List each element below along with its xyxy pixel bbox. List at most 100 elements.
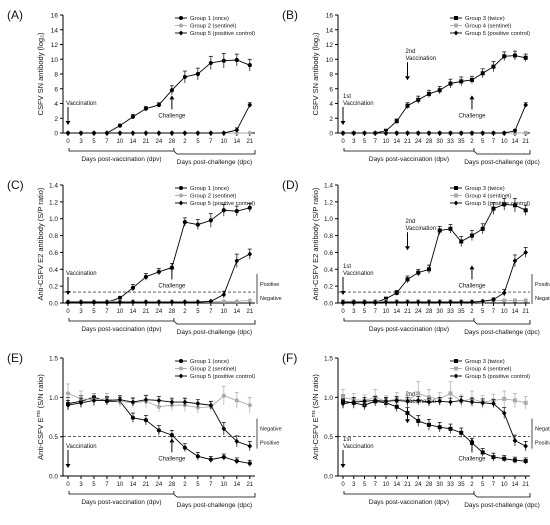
- legend-marker: [178, 30, 184, 36]
- data-point: [523, 102, 529, 108]
- x-tick-label: 30: [436, 482, 443, 488]
- data-point: [437, 88, 442, 93]
- data-point: [512, 398, 517, 403]
- data-point: [426, 395, 431, 400]
- x-tick-label: 35: [458, 139, 465, 145]
- data-point: [415, 397, 421, 404]
- x-tick-label: 3: [352, 309, 356, 315]
- data-point: [512, 128, 518, 134]
- dpv-bracket: [343, 491, 475, 495]
- challenge-arrow-head: [169, 95, 175, 100]
- data-point: [143, 274, 149, 279]
- y-tick-label: 1.0: [324, 216, 333, 223]
- data-point: [234, 299, 239, 304]
- data-point: [459, 239, 464, 244]
- x-tick-label: 5: [481, 482, 485, 488]
- y-tick-label: 1.4: [324, 183, 333, 190]
- dpv-section-label: Days post-vaccination (dpv): [81, 156, 161, 163]
- data-point: [143, 106, 149, 111]
- legend: Group 3 (twice) Group 4 (sentinel)Group 5…: [450, 359, 530, 380]
- panel-label: (C): [7, 178, 24, 192]
- data-point: [341, 395, 345, 400]
- legend-marker: [179, 23, 183, 28]
- dpc-section-label: Days post-challenge (dpc): [177, 502, 253, 509]
- data-point: [383, 296, 388, 301]
- y-tick-label: 0.4: [324, 267, 333, 274]
- x-tick-label: 7: [374, 139, 378, 145]
- data-point: [65, 130, 71, 136]
- legend-marker: [454, 23, 458, 28]
- data-point: [523, 55, 528, 60]
- data-point: [416, 270, 421, 275]
- series-line: [343, 203, 526, 303]
- data-point: [208, 457, 213, 462]
- data-point: [405, 411, 410, 416]
- data-point: [480, 130, 486, 136]
- challenge-label: Challenge: [458, 456, 486, 462]
- data-point: [448, 226, 453, 231]
- y-axis-label: Anti-CSFV E2 antibody (S/P ratio): [311, 187, 320, 300]
- data-point: [247, 205, 252, 210]
- data-point: [117, 123, 123, 128]
- x-tick-label: 5: [363, 139, 367, 145]
- data-point: [405, 398, 410, 404]
- x-tick-label: 0: [341, 139, 345, 145]
- data-point: [491, 401, 496, 407]
- data-point: [156, 428, 162, 433]
- x-tick-label: 3: [79, 482, 83, 488]
- data-point: [182, 130, 188, 136]
- data-point: [405, 130, 410, 136]
- data-point: [448, 81, 453, 86]
- data-point: [182, 219, 187, 225]
- data-point: [480, 226, 485, 231]
- vaccination-arrow-head: [340, 121, 346, 126]
- dpv-bracket: [68, 491, 175, 495]
- series-3: [65, 102, 253, 136]
- legend-label: Group 1 (once): [190, 186, 229, 192]
- data-point: [480, 71, 485, 76]
- data-point: [512, 203, 517, 208]
- dpc-section-label: Days post-challenge (dpc): [464, 159, 540, 166]
- legend-label: Group 2 (sentinel): [190, 194, 236, 200]
- x-tick-label: 30: [436, 139, 443, 145]
- vaccination-label: Vaccination: [405, 56, 436, 62]
- x-tick-label: 10: [383, 309, 390, 315]
- dpc-bracket: [473, 320, 531, 325]
- data-point: [351, 130, 357, 136]
- legend-marker: [453, 30, 459, 36]
- data-point: [117, 295, 123, 301]
- y-tick-label: 6: [329, 86, 333, 93]
- data-point: [195, 454, 200, 459]
- data-point: [156, 404, 162, 409]
- y-tick-label: 12: [51, 42, 59, 49]
- data-point: [234, 209, 239, 214]
- x-tick-label: 5: [196, 139, 200, 145]
- data-point: [247, 443, 253, 449]
- x-tick-label: 28: [169, 309, 176, 315]
- vaccination-label-ordinal: 2nd: [405, 219, 415, 225]
- series-line: [342, 400, 526, 447]
- x-tick-label: 21: [143, 482, 150, 488]
- legend-marker: [454, 366, 458, 371]
- data-point: [362, 398, 367, 404]
- x-tick-label: 5: [363, 482, 367, 488]
- data-point: [65, 391, 71, 396]
- y-tick-label: 12: [326, 42, 334, 49]
- data-point: [480, 298, 486, 304]
- dpv-bracket: [343, 318, 475, 322]
- y-tick-label: 16: [326, 13, 334, 20]
- data-point: [247, 63, 252, 68]
- y-axis-label: Anti-CSFV Erns (S/N ratio): [36, 374, 45, 460]
- y-tick-label: 0.0: [324, 301, 333, 308]
- y-tick-label: 0: [329, 131, 333, 138]
- dpc-section-label: Days post-challenge (dpc): [177, 159, 253, 166]
- series-1: [65, 52, 252, 136]
- legend-marker: [454, 186, 458, 190]
- data-point: [208, 130, 214, 136]
- legend-label: Group 5 (positive control): [465, 201, 530, 207]
- legend-label: Group 3 (twice): [465, 359, 505, 365]
- data-point: [523, 443, 529, 449]
- x-tick-label: 5: [196, 482, 200, 488]
- panel-label: (D): [282, 178, 299, 192]
